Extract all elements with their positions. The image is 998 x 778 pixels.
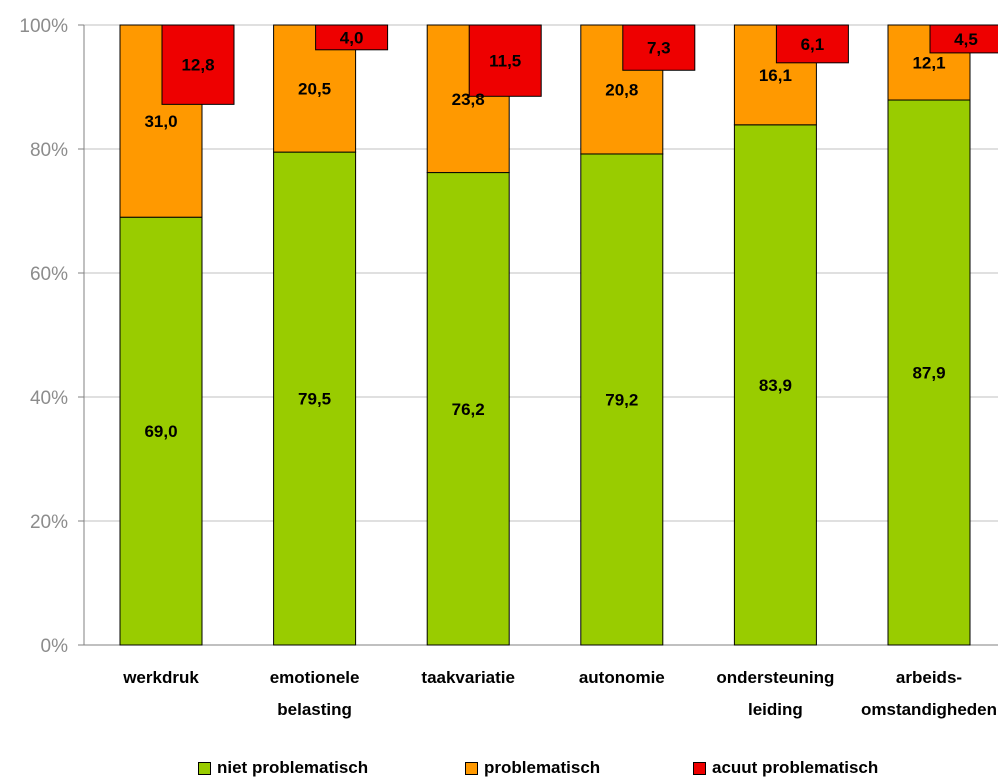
data-label-niet-problematisch: 87,9 bbox=[912, 364, 945, 383]
data-label-niet-problematisch: 83,9 bbox=[759, 376, 792, 395]
legend-swatch bbox=[693, 761, 706, 775]
legend-label: acuut problematisch bbox=[712, 758, 879, 777]
legend-swatch bbox=[198, 761, 211, 775]
x-category-label: arbeids- bbox=[896, 668, 962, 687]
gridlines bbox=[78, 24, 998, 646]
x-category-label: omstandigheden bbox=[861, 700, 997, 719]
legend-label: problematisch bbox=[484, 758, 601, 777]
data-label-niet-problematisch: 79,2 bbox=[605, 390, 638, 409]
x-category-label: autonomie bbox=[579, 668, 665, 687]
data-label-acuut-problematisch: 6,1 bbox=[801, 35, 825, 54]
bar-niet-problematisch bbox=[119, 216, 203, 646]
data-label-acuut-problematisch: 12,8 bbox=[181, 56, 214, 75]
bar-niet-problematisch bbox=[580, 153, 664, 646]
y-tick-label: 80% bbox=[30, 140, 68, 161]
bar-niet-problematisch bbox=[273, 151, 357, 646]
data-label-problematisch: 31,0 bbox=[144, 112, 177, 131]
bar-acuut-problematisch bbox=[622, 24, 696, 71]
data-label-acuut-problematisch: 11,5 bbox=[489, 52, 521, 71]
y-axis-ticks: 0% 20% 40% 60% 80% 100% bbox=[19, 16, 68, 657]
legend: niet problematisch problematisch acuut p… bbox=[0, 758, 998, 778]
bars bbox=[119, 24, 998, 646]
data-label-acuut-problematisch: 7,3 bbox=[647, 39, 671, 58]
x-category-label: leiding bbox=[748, 700, 803, 719]
x-category-label: werkdruk bbox=[122, 668, 199, 687]
bar-acuut-problematisch bbox=[929, 24, 998, 54]
stacked-bar-chart: 0% 20% 40% 60% 80% 100% 69,0 31,0 12,8 79,5 20,5 4… bbox=[19, 16, 998, 719]
legend-item-acuut-problematisch: acuut problematisch bbox=[693, 758, 878, 778]
data-label-problematisch: 23,8 bbox=[452, 90, 485, 109]
data-label-problematisch: 12,1 bbox=[912, 54, 945, 73]
y-tick-label: 100% bbox=[19, 16, 68, 37]
bar-niet-problematisch bbox=[733, 124, 817, 646]
data-label-niet-problematisch: 69,0 bbox=[144, 422, 177, 441]
y-tick-label: 40% bbox=[30, 388, 68, 409]
bar-acuut-problematisch bbox=[775, 24, 849, 64]
data-label-acuut-problematisch: 4,5 bbox=[954, 30, 978, 49]
data-label-problematisch: 20,8 bbox=[605, 80, 638, 99]
x-category-label: taakvariatie bbox=[421, 668, 515, 687]
data-label-problematisch: 16,1 bbox=[759, 66, 792, 85]
legend-item-niet-problematisch: niet problematisch bbox=[198, 758, 368, 778]
data-label-acuut-problematisch: 4,0 bbox=[340, 28, 364, 47]
y-tick-label: 0% bbox=[41, 636, 69, 657]
data-label-niet-problematisch: 76,2 bbox=[452, 400, 485, 419]
bar-acuut-problematisch bbox=[315, 24, 389, 51]
bar-niet-problematisch bbox=[887, 99, 971, 646]
legend-swatch bbox=[465, 761, 478, 775]
x-category-label: emotionele bbox=[270, 668, 360, 687]
x-category-label: belasting bbox=[277, 700, 352, 719]
bar-niet-problematisch bbox=[426, 172, 510, 646]
y-tick-label: 60% bbox=[30, 264, 68, 285]
x-axis-categories: werkdruk emotionele belasting taakvariatie a… bbox=[122, 668, 997, 719]
legend-item-problematisch: problematisch bbox=[465, 758, 600, 778]
y-tick-label: 20% bbox=[30, 512, 68, 533]
data-label-problematisch: 20,5 bbox=[298, 80, 331, 99]
data-labels: 69,0 31,0 12,8 79,5 20,5 4,0 76,2 23,811,5 79,2 2… bbox=[144, 28, 977, 441]
bar-acuut-problematisch bbox=[161, 24, 235, 105]
bar-acuut-problematisch bbox=[468, 24, 542, 97]
data-label-niet-problematisch: 79,5 bbox=[298, 390, 331, 409]
legend-label: niet problematisch bbox=[217, 758, 369, 777]
x-category-label: ondersteuning bbox=[716, 668, 834, 687]
